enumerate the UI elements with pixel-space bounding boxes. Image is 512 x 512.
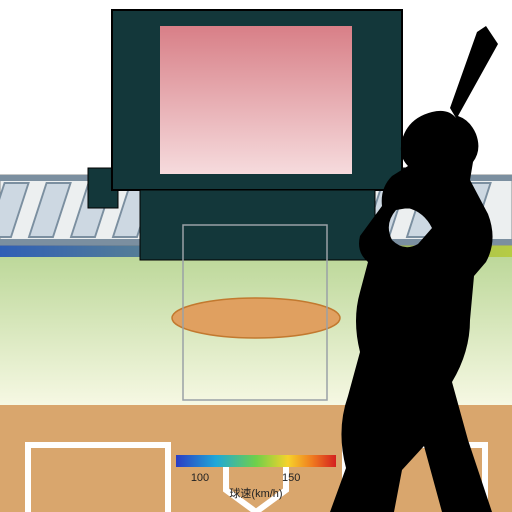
legend-tick: 100 [191,472,209,484]
pitch-location-scene: 100 150 球速(km/h) [0,0,512,512]
legend-gradient-bar [176,455,336,467]
legend-label: 球速(km/h) [229,486,282,500]
scene-svg: 100 150 球速(km/h) [0,0,512,512]
scoreboard-screen [160,26,352,174]
pitchers-mound [172,298,340,338]
legend-tick: 150 [282,472,300,484]
